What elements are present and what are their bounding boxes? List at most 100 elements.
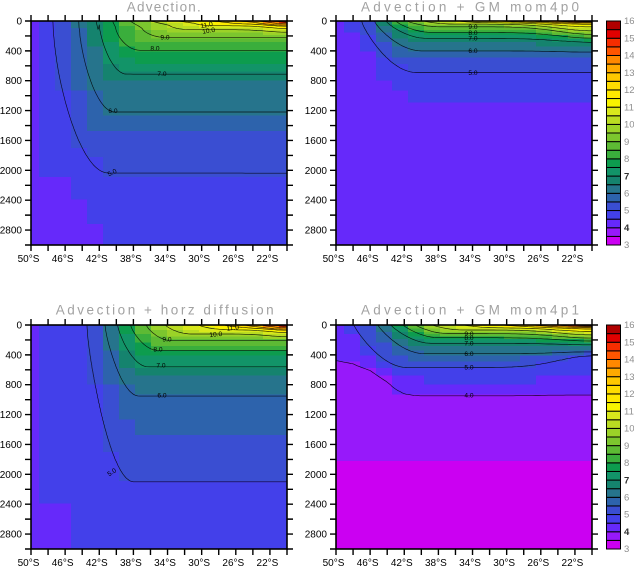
svg-text:1600: 1600	[305, 136, 328, 147]
svg-text:9.0: 9.0	[160, 35, 169, 42]
svg-text:5: 5	[624, 510, 629, 521]
svg-text:26°S: 26°S	[222, 254, 244, 265]
svg-text:10.0: 10.0	[209, 331, 223, 339]
svg-text:4: 4	[624, 223, 630, 234]
svg-text:42°S: 42°S	[86, 254, 108, 265]
svg-text:42°S: 42°S	[391, 558, 413, 569]
svg-text:1200: 1200	[0, 410, 22, 421]
svg-text:7.0: 7.0	[464, 341, 473, 348]
svg-text:26°S: 26°S	[222, 558, 244, 569]
svg-text:38°S: 38°S	[120, 558, 142, 569]
svg-text:3: 3	[624, 240, 629, 251]
svg-text:34°S: 34°S	[459, 254, 481, 265]
svg-text:7: 7	[624, 171, 629, 182]
svg-text:50°S: 50°S	[18, 558, 40, 569]
svg-text:8.0: 8.0	[153, 347, 162, 354]
svg-text:0: 0	[16, 321, 22, 332]
svg-text:8: 8	[624, 458, 629, 469]
svg-text:38°S: 38°S	[425, 558, 447, 569]
svg-text:2400: 2400	[0, 500, 22, 511]
svg-text:14: 14	[624, 355, 634, 366]
svg-text:5.0: 5.0	[468, 70, 477, 77]
svg-text:2800: 2800	[305, 530, 328, 541]
svg-text:9.0: 9.0	[162, 337, 171, 344]
svg-text:15: 15	[624, 33, 634, 44]
svg-text:8.0: 8.0	[464, 335, 473, 342]
svg-text:6.0: 6.0	[157, 393, 166, 400]
svg-text:22°S: 22°S	[257, 254, 279, 265]
svg-text:10.0: 10.0	[202, 27, 216, 36]
svg-text:9.0: 9.0	[464, 331, 473, 338]
svg-text:30°S: 30°S	[493, 558, 515, 569]
svg-text:38°S: 38°S	[425, 254, 447, 265]
svg-text:11.0: 11.0	[200, 21, 214, 30]
svg-text:10: 10	[624, 424, 634, 435]
svg-text:8: 8	[624, 154, 629, 165]
svg-text:30°S: 30°S	[188, 558, 210, 569]
svg-text:Advection + GM mom4p0: Advection + GM mom4p0	[361, 0, 579, 14]
svg-text:15: 15	[624, 337, 634, 348]
svg-text:30°S: 30°S	[493, 254, 515, 265]
svg-text:12: 12	[624, 389, 634, 400]
svg-text:2400: 2400	[0, 196, 22, 207]
svg-text:16: 16	[624, 16, 634, 27]
svg-text:2000: 2000	[0, 166, 22, 177]
svg-text:13: 13	[624, 372, 634, 383]
svg-text:400: 400	[310, 350, 327, 361]
svg-text:1200: 1200	[0, 106, 22, 117]
svg-text:2800: 2800	[305, 226, 328, 237]
svg-text:6: 6	[624, 493, 629, 504]
svg-text:0: 0	[321, 321, 327, 332]
svg-text:1600: 1600	[0, 136, 22, 147]
svg-text:2400: 2400	[305, 500, 328, 511]
svg-text:1600: 1600	[305, 440, 328, 451]
svg-text:50°S: 50°S	[18, 254, 40, 265]
svg-text:34°S: 34°S	[154, 254, 176, 265]
svg-text:4: 4	[624, 527, 630, 538]
svg-text:Advection + GM mom4p1: Advection + GM mom4p1	[361, 303, 579, 318]
svg-text:34°S: 34°S	[459, 558, 481, 569]
svg-text:6.0: 6.0	[464, 351, 473, 358]
svg-text:11: 11	[624, 102, 634, 113]
svg-text:9: 9	[624, 137, 629, 148]
svg-text:10: 10	[624, 120, 634, 131]
svg-text:1200: 1200	[305, 106, 328, 117]
svg-text:2000: 2000	[0, 470, 22, 481]
svg-text:4.0: 4.0	[464, 393, 473, 400]
svg-text:5: 5	[624, 206, 629, 217]
svg-text:46°S: 46°S	[52, 558, 74, 569]
svg-text:Advection.: Advection.	[127, 0, 201, 14]
svg-text:7.0: 7.0	[157, 71, 166, 78]
svg-text:7.0: 7.0	[156, 363, 165, 370]
svg-text:46°S: 46°S	[357, 558, 379, 569]
svg-text:6: 6	[624, 189, 629, 200]
svg-text:42°S: 42°S	[86, 558, 108, 569]
svg-text:16: 16	[624, 320, 634, 331]
svg-text:2400: 2400	[305, 196, 328, 207]
svg-text:34°S: 34°S	[154, 558, 176, 569]
svg-text:2800: 2800	[0, 226, 22, 237]
svg-text:42°S: 42°S	[391, 254, 413, 265]
svg-text:26°S: 26°S	[527, 558, 549, 569]
svg-text:2000: 2000	[305, 166, 328, 177]
svg-text:800: 800	[5, 76, 22, 87]
svg-text:22°S: 22°S	[562, 558, 584, 569]
svg-text:7.0: 7.0	[468, 36, 477, 43]
svg-text:3: 3	[624, 544, 629, 555]
svg-text:2000: 2000	[305, 470, 328, 481]
svg-text:38°S: 38°S	[120, 254, 142, 265]
svg-text:14: 14	[624, 51, 634, 62]
svg-text:0: 0	[321, 17, 327, 28]
svg-text:Advection + horz diffusion: Advection + horz diffusion	[56, 303, 274, 318]
svg-text:11: 11	[624, 406, 634, 417]
svg-text:800: 800	[310, 76, 327, 87]
svg-text:22°S: 22°S	[562, 254, 584, 265]
svg-text:30°S: 30°S	[188, 254, 210, 265]
svg-text:1200: 1200	[305, 410, 328, 421]
svg-text:1600: 1600	[0, 440, 22, 451]
svg-text:6.0: 6.0	[468, 48, 477, 55]
svg-text:6.0: 6.0	[108, 108, 117, 115]
svg-text:11.0: 11.0	[226, 324, 240, 333]
svg-text:5.0: 5.0	[106, 467, 118, 478]
svg-text:5.0: 5.0	[107, 168, 119, 178]
